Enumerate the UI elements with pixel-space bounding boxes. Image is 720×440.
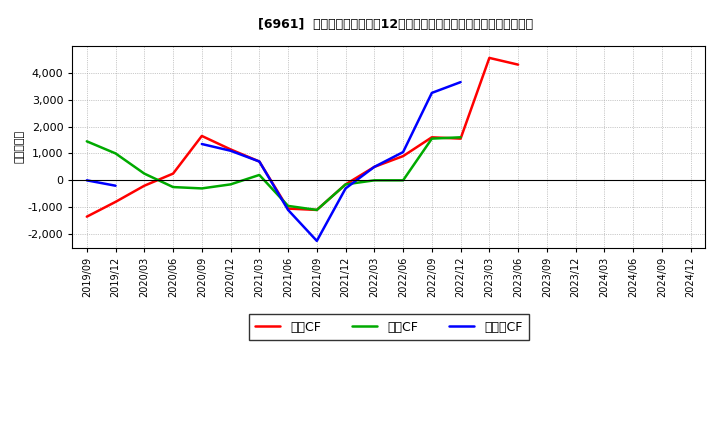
投資CF — [255, 172, 264, 178]
Line: 投資CF: 投資CF — [87, 137, 461, 210]
Y-axis label: （百万円）: （百万円） — [15, 130, 25, 163]
フリーCF — [83, 178, 91, 183]
営業CF — [399, 154, 408, 159]
投資CF — [312, 207, 321, 213]
フリーCF — [112, 183, 120, 188]
投資CF — [399, 178, 408, 183]
投資CF — [370, 178, 379, 183]
営業CF — [112, 199, 120, 205]
投資CF — [226, 182, 235, 187]
営業CF — [428, 135, 436, 140]
営業CF — [312, 207, 321, 213]
営業CF — [514, 62, 523, 67]
投資CF — [197, 186, 206, 191]
投資CF — [140, 171, 148, 176]
営業CF — [226, 147, 235, 152]
営業CF — [83, 214, 91, 219]
Legend: 営業CF, 投資CF, フリーCF: 営業CF, 投資CF, フリーCF — [248, 315, 528, 340]
投資CF — [83, 139, 91, 144]
営業CF — [168, 171, 177, 176]
Line: 営業CF: 営業CF — [87, 58, 518, 216]
Text: [6961]  キャッシュフローの12か月移動合計の対前年同期増減額の推移: [6961] キャッシュフローの12か月移動合計の対前年同期増減額の推移 — [258, 18, 534, 31]
営業CF — [197, 133, 206, 139]
投資CF — [284, 203, 292, 209]
投資CF — [341, 182, 350, 187]
営業CF — [485, 55, 494, 61]
投資CF — [168, 184, 177, 190]
営業CF — [255, 159, 264, 164]
投資CF — [112, 151, 120, 156]
営業CF — [456, 136, 465, 141]
Line: フリーCF: フリーCF — [87, 180, 116, 186]
投資CF — [428, 136, 436, 141]
投資CF — [456, 135, 465, 140]
営業CF — [284, 206, 292, 211]
営業CF — [140, 183, 148, 188]
営業CF — [341, 182, 350, 187]
営業CF — [370, 164, 379, 169]
